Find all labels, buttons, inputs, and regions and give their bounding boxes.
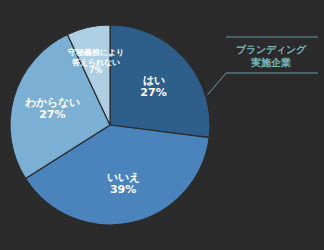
wedge-labels: はい27%いいえ39%わからない27%守秘義務により答えられない7%	[24, 47, 167, 197]
pie-slice	[67, 25, 110, 125]
slice-category-label: いいえ	[107, 171, 140, 184]
annotation: ブランディング実施企業	[207, 37, 318, 95]
chart-container: はい27%いいえ39%わからない27%守秘義務により答えられない7%ブランディン…	[0, 0, 324, 250]
slice-value-label: 39%	[110, 183, 136, 196]
slice-value-label: 27%	[39, 108, 65, 121]
chart: はい27%いいえ39%わからない27%守秘義務により答えられない7%ブランディン…	[0, 0, 324, 250]
slice-category-label: 守秘義務により答えられない	[68, 47, 124, 66]
annotation-line	[226, 37, 318, 38]
annotation-line	[226, 73, 318, 74]
slice-value-label: 7%	[89, 66, 103, 75]
background	[0, 0, 324, 250]
annotation-pointer	[207, 73, 226, 95]
slice-category-label: わからない	[24, 95, 80, 108]
annotation-text: ブランディング実施企業	[236, 43, 307, 67]
wedges	[10, 25, 210, 225]
slice-category-label: はい	[143, 74, 165, 87]
pie-slice	[110, 25, 210, 138]
slice-value-label: 27%	[140, 86, 166, 99]
